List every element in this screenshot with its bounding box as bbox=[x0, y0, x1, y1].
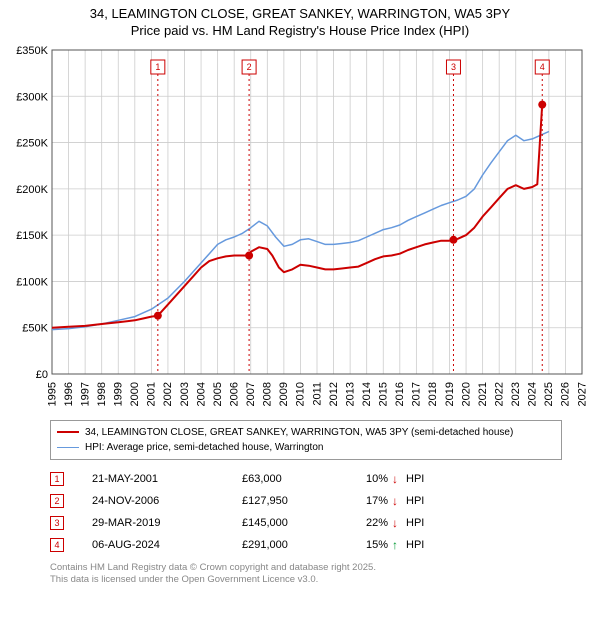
svg-text:2014: 2014 bbox=[361, 382, 373, 406]
transaction-marker-icon: 3 bbox=[50, 516, 64, 530]
chart-legend: 34, LEAMINGTON CLOSE, GREAT SANKEY, WARR… bbox=[50, 420, 562, 460]
transaction-vs-label: HPI bbox=[406, 517, 436, 529]
svg-text:£200K: £200K bbox=[16, 184, 48, 196]
svg-text:4: 4 bbox=[540, 62, 545, 72]
svg-text:2016: 2016 bbox=[394, 382, 406, 406]
transaction-arrow-icon: ↑ bbox=[392, 538, 406, 552]
svg-text:2019: 2019 bbox=[444, 382, 456, 406]
transaction-row: 2 24-NOV-2006£127,95017%↓HPI bbox=[50, 490, 562, 512]
svg-text:£300K: £300K bbox=[16, 91, 48, 103]
transaction-marker-icon: 4 bbox=[50, 538, 64, 552]
transaction-pct: 22% bbox=[342, 517, 392, 529]
svg-text:2006: 2006 bbox=[228, 382, 240, 406]
svg-text:2018: 2018 bbox=[427, 382, 439, 406]
transaction-arrow-icon: ↓ bbox=[392, 472, 406, 486]
transaction-date: 21-MAY-2001 bbox=[92, 473, 242, 485]
legend-item-hpi: HPI: Average price, semi-detached house,… bbox=[57, 440, 555, 455]
transaction-row: 4 06-AUG-2024£291,00015%↑HPI bbox=[50, 534, 562, 556]
svg-text:2011: 2011 bbox=[311, 382, 323, 406]
svg-text:£350K: £350K bbox=[16, 45, 48, 57]
svg-text:2005: 2005 bbox=[212, 382, 224, 406]
svg-text:2013: 2013 bbox=[344, 382, 356, 406]
legend-label-price-paid: 34, LEAMINGTON CLOSE, GREAT SANKEY, WARR… bbox=[85, 425, 513, 440]
svg-text:3: 3 bbox=[451, 62, 456, 72]
svg-text:2015: 2015 bbox=[378, 382, 390, 406]
svg-text:£100K: £100K bbox=[16, 276, 48, 288]
svg-text:2025: 2025 bbox=[543, 382, 555, 406]
svg-text:1997: 1997 bbox=[79, 382, 91, 406]
footer-line1: Contains HM Land Registry data © Crown c… bbox=[50, 562, 562, 574]
transaction-price: £291,000 bbox=[242, 539, 342, 551]
transaction-arrow-icon: ↓ bbox=[392, 494, 406, 508]
transactions-table: 121-MAY-2001£63,00010%↓HPI224-NOV-2006£1… bbox=[50, 468, 562, 556]
transaction-row: 1 21-MAY-2001£63,00010%↓HPI bbox=[50, 468, 562, 490]
svg-text:2004: 2004 bbox=[195, 382, 207, 406]
transaction-vs-label: HPI bbox=[406, 473, 436, 485]
svg-text:2001: 2001 bbox=[146, 382, 158, 406]
legend-swatch-price-paid bbox=[57, 431, 79, 433]
transaction-date: 06-AUG-2024 bbox=[92, 539, 242, 551]
svg-text:£150K: £150K bbox=[16, 230, 48, 242]
transaction-vs-label: HPI bbox=[406, 495, 436, 507]
transaction-pct: 15% bbox=[342, 539, 392, 551]
svg-text:2000: 2000 bbox=[129, 382, 141, 406]
transaction-vs-label: HPI bbox=[406, 539, 436, 551]
svg-text:2007: 2007 bbox=[245, 382, 257, 406]
svg-text:2017: 2017 bbox=[411, 382, 423, 406]
svg-text:2027: 2027 bbox=[576, 382, 588, 406]
transaction-pct: 17% bbox=[342, 495, 392, 507]
transaction-price: £145,000 bbox=[242, 517, 342, 529]
svg-text:£0: £0 bbox=[36, 369, 48, 381]
transaction-marker-icon: 2 bbox=[50, 494, 64, 508]
svg-text:2023: 2023 bbox=[510, 382, 522, 406]
transaction-arrow-icon: ↓ bbox=[392, 516, 406, 530]
svg-text:2024: 2024 bbox=[527, 382, 539, 406]
svg-text:2021: 2021 bbox=[477, 382, 489, 406]
transaction-marker-icon: 1 bbox=[50, 472, 64, 486]
transaction-pct: 10% bbox=[342, 473, 392, 485]
svg-text:2010: 2010 bbox=[295, 382, 307, 406]
svg-text:2008: 2008 bbox=[262, 382, 274, 406]
footer-attribution: Contains HM Land Registry data © Crown c… bbox=[50, 562, 562, 587]
svg-text:2003: 2003 bbox=[179, 382, 191, 406]
svg-text:1998: 1998 bbox=[96, 382, 108, 406]
svg-text:2012: 2012 bbox=[328, 382, 340, 406]
svg-text:2020: 2020 bbox=[460, 382, 472, 406]
legend-item-price-paid: 34, LEAMINGTON CLOSE, GREAT SANKEY, WARR… bbox=[57, 425, 555, 440]
footer-line2: This data is licensed under the Open Gov… bbox=[50, 574, 562, 586]
line-chart-svg: £0 £50K £100K £150K £200K £250K £300K £350K 1995… bbox=[10, 44, 590, 414]
svg-text:2022: 2022 bbox=[493, 382, 505, 406]
svg-text:2002: 2002 bbox=[162, 382, 174, 406]
svg-text:2009: 2009 bbox=[278, 382, 290, 406]
transaction-price: £127,950 bbox=[242, 495, 342, 507]
svg-text:1: 1 bbox=[155, 62, 160, 72]
legend-label-hpi: HPI: Average price, semi-detached house,… bbox=[85, 440, 323, 455]
svg-text:1996: 1996 bbox=[63, 382, 75, 406]
svg-text:£250K: £250K bbox=[16, 137, 48, 149]
chart-title-line2: Price paid vs. HM Land Registry's House … bbox=[8, 23, 592, 40]
transaction-row: 3 29-MAR-2019£145,00022%↓HPI bbox=[50, 512, 562, 534]
transaction-date: 24-NOV-2006 bbox=[92, 495, 242, 507]
svg-text:1995: 1995 bbox=[46, 382, 58, 406]
svg-text:£50K: £50K bbox=[22, 322, 48, 334]
svg-text:1999: 1999 bbox=[113, 382, 125, 406]
chart-title-line1: 34, LEAMINGTON CLOSE, GREAT SANKEY, WARR… bbox=[8, 6, 592, 23]
transaction-date: 29-MAR-2019 bbox=[92, 517, 242, 529]
transaction-price: £63,000 bbox=[242, 473, 342, 485]
svg-text:2: 2 bbox=[247, 62, 252, 72]
legend-swatch-hpi bbox=[57, 447, 79, 448]
chart-area: £0 £50K £100K £150K £200K £250K £300K £350K 1995… bbox=[10, 44, 590, 414]
svg-text:2026: 2026 bbox=[560, 382, 572, 406]
